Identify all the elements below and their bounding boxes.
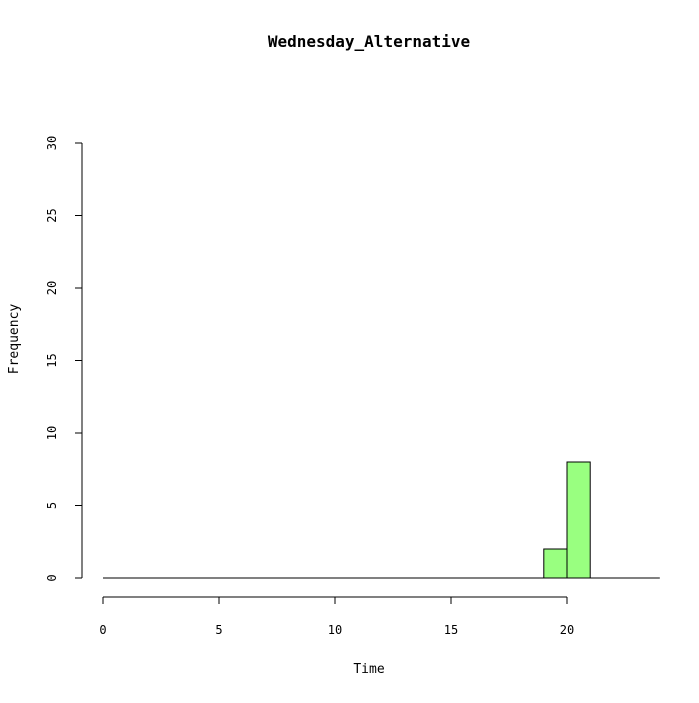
x-tick-label-5: 5 [215, 623, 222, 637]
y-axis-label: Frequency [7, 304, 22, 375]
histogram-bar-0 [543, 548, 568, 579]
x-tick-label-20: 20 [560, 623, 574, 637]
y-tick-label-5: 5 [45, 502, 59, 509]
histogram-bar-1 [566, 461, 591, 579]
y-tick-label-0: 0 [45, 574, 59, 581]
axes-layer: 0 5 10 15 20 0 5 10 15 20 25 30 [45, 136, 574, 637]
x-axis-label: Time [353, 662, 384, 677]
x-tick-label-10: 10 [328, 623, 342, 637]
y-tick-label-30: 30 [45, 136, 59, 150]
x-tick-label-15: 15 [444, 623, 458, 637]
y-tick-label-20: 20 [45, 281, 59, 295]
chart-title: Wednesday_Alternative [268, 32, 470, 51]
y-tick-label-15: 15 [45, 353, 59, 367]
y-tick-label-25: 25 [45, 208, 59, 222]
y-tick-label-10: 10 [45, 426, 59, 440]
bars-layer [103, 461, 660, 579]
x-tick-label-0: 0 [99, 623, 106, 637]
